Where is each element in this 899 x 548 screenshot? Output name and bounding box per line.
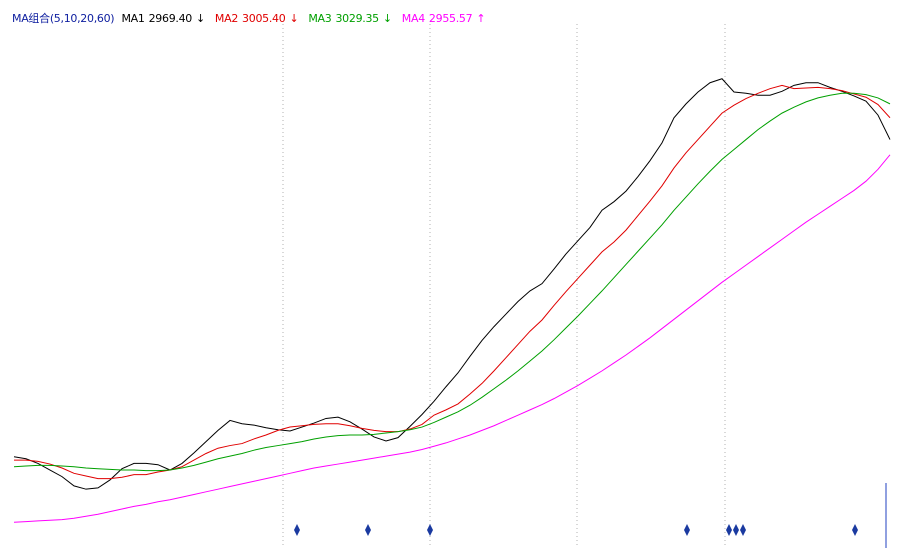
ma-lines [13,78,891,523]
legend-name: MA2 [214,12,239,25]
event-marker [726,524,732,536]
ma-line [13,154,891,523]
legend-trend: ↑ [476,12,486,25]
legend-value: 3005.40 [242,12,286,25]
legend-trend: ↓ [196,12,205,25]
time-separators [282,24,726,548]
event-marker [852,524,858,536]
event-marker [294,524,300,536]
event-marker [427,524,433,536]
event-marker [733,524,739,536]
header: MA组合(5,10,20,60) MA1 2969.40 ↓ MA2 3005.40 ↓ M… [12,10,495,26]
event-marker [684,524,690,536]
legend-value: 3029.35 [335,12,379,25]
legend-value: 2955.57 [428,12,473,25]
ma-line [13,92,891,472]
ma-line [14,84,891,480]
legend-trend: ↓ [382,12,392,25]
indicator-title: MA组合(5,10,20,60) [12,12,115,25]
legend-trend: ↓ [289,12,299,25]
ma-line [13,78,891,490]
event-marker [740,524,746,536]
legend-name: MA4 [401,12,425,25]
legend-name: MA1 [121,12,145,25]
legend-name: MA3 [308,12,332,25]
event-marker [365,524,371,536]
legend-value: 2969.40 [148,12,193,25]
event-markers [294,524,858,536]
